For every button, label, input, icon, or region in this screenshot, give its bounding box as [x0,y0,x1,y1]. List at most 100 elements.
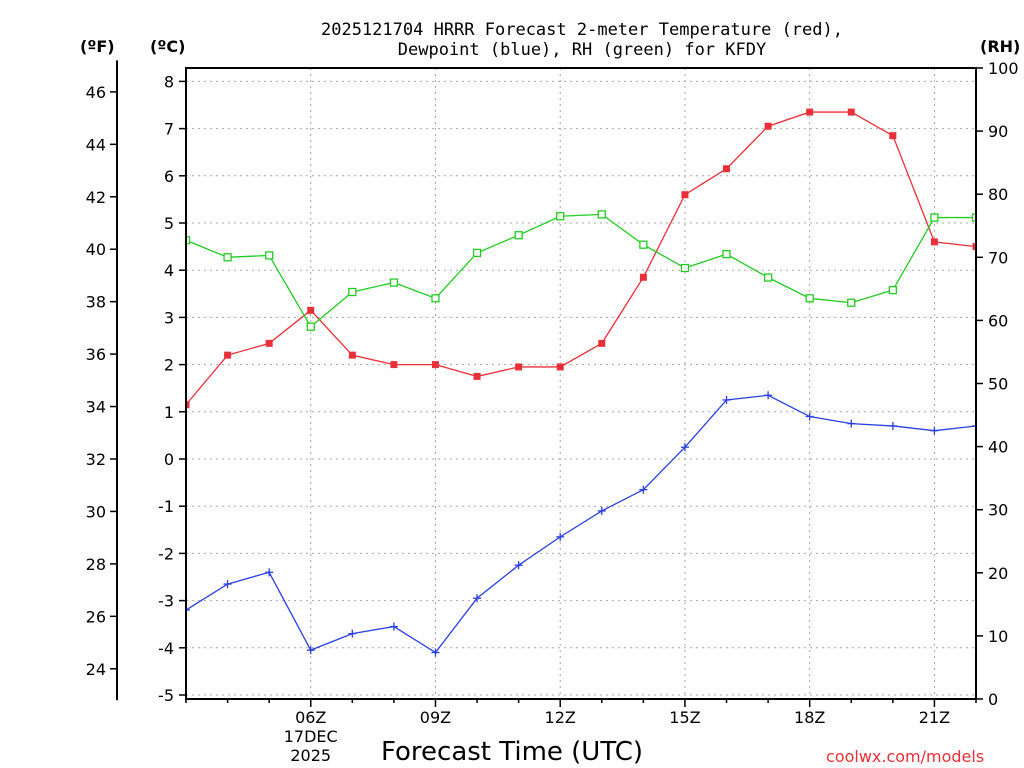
rh-point [348,287,357,297]
x-date-label: 17DEC [284,727,338,746]
credit-text: coolwx.com/models [826,747,984,766]
rh-point [930,213,939,222]
chart-title-line2: Dewpoint (blue), RH (green) for KFDY [398,40,766,60]
plot-area [186,108,977,657]
temperature-point [224,351,232,359]
temperature-point [972,243,977,251]
dewpoint-point [888,421,897,430]
temperature-point [515,363,523,371]
x-year-label: 2025 [290,746,331,765]
rh-point [763,273,773,282]
celsius-tick-label: 2 [164,356,174,375]
temperature-point [764,122,772,130]
fahrenheit-tick-label: 28 [86,555,106,574]
rh-tick-label: 10 [988,627,1008,646]
temperature-point [307,306,315,314]
celsius-tick-label: 4 [164,261,174,280]
fahrenheit-tick-label: 36 [86,345,106,364]
rh-point [805,294,814,303]
temperature-point [390,361,398,369]
fahrenheit-tick-label: 34 [86,398,106,417]
temperature-point [889,132,897,140]
dewpoint-point [265,568,274,577]
gridlines [186,68,976,699]
rh-tick-label: 20 [988,564,1008,583]
temperature-point [473,372,481,380]
dewpoint-point [639,485,648,494]
rh-tick-label: 90 [988,122,1008,141]
fahrenheit-tick-label: 38 [86,293,106,312]
fahrenheit-tick-label: 24 [86,660,106,679]
temperature-point [723,165,731,173]
x-tick-label: 09Z [420,708,451,727]
rh-tick-label: 30 [988,501,1008,520]
temperature-point [639,273,647,281]
dewpoint-point [306,646,315,655]
rh-tick-label: 40 [988,438,1008,457]
temperature-point [265,339,273,347]
rh-point [556,212,565,221]
celsius-tick-label: 0 [164,450,174,469]
fahrenheit-unit-label: (ºF) [80,37,115,56]
rh-tick-label: 100 [988,59,1019,78]
celsius-tick-label: -3 [158,592,174,611]
rh-tick-label: 50 [988,375,1008,394]
rh-axis: 0 10 20 30 40 50 60 70 80 90 100 [976,59,1019,709]
temperature-point [598,339,606,347]
rh-point [722,249,731,259]
dewpoint-point [847,419,856,428]
x-tick-label: 06Z [295,708,326,727]
rh-point [888,285,897,295]
dewpoint-point [680,443,689,452]
rh-point [680,263,690,273]
rh-tick-label: 70 [988,248,1008,267]
dewpoint-point [805,412,814,421]
celsius-tick-label: 6 [164,167,174,186]
series-layer [186,108,977,657]
celsius-tick-label: -1 [158,497,174,516]
temperature-point [847,108,855,116]
x-tick-label: 15Z [669,708,700,727]
fahrenheit-tick-label: 46 [86,83,106,102]
dewpoint-point [764,391,773,400]
fahrenheit-tick-label: 40 [86,240,106,259]
series-line-rh [186,213,976,328]
x-tick-label: 18Z [794,708,825,727]
rh-point [514,231,523,240]
celsius-tick-label: -5 [158,686,174,705]
series-line-dewpoint [186,394,977,654]
temperature-point [930,238,938,246]
dewpoint-point [431,648,440,657]
rh-point [847,298,856,307]
plot-frame [185,67,977,700]
celsius-tick-label: 5 [164,214,174,233]
celsius-axis: -5 -4 -3 -2 -1 0 1 2 3 4 5 6 7 8 [158,72,186,705]
celsius-tick-label: 7 [164,120,174,139]
celsius-unit-label: (ºC) [150,37,185,56]
rh-tick-label: 60 [988,311,1008,330]
rh-point [306,322,315,331]
celsius-tick-label: 3 [164,308,174,327]
temperature-point [348,351,356,359]
rh-point [265,251,274,260]
dewpoint-point [597,506,606,515]
rh-point [186,236,191,245]
dewpoint-point [930,426,939,435]
fahrenheit-tick-label: 26 [86,607,106,626]
dewpoint-point [722,396,731,404]
rh-point [389,278,399,287]
celsius-tick-label: -2 [158,544,174,563]
temperature-point [681,191,689,199]
dewpoint-point [514,561,523,570]
rh-point [597,210,606,219]
rh-point [431,294,440,303]
fahrenheit-tick-label: 32 [86,450,106,469]
rh-point [223,253,232,262]
celsius-tick-label: -4 [158,639,174,658]
rh-unit-label: (RH) [980,37,1020,56]
dewpoint-point [389,622,398,631]
dewpoint-point [223,580,232,589]
temperature-point [556,363,564,371]
fahrenheit-tick-label: 44 [86,135,106,154]
